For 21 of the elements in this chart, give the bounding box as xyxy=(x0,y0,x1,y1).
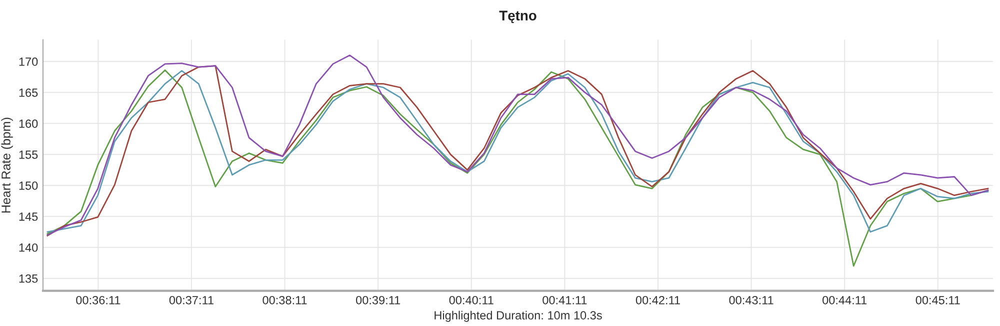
x-tick-label: 00:45:11 xyxy=(916,296,960,304)
chart-title: Tętno xyxy=(499,10,536,24)
x-tick-label: 00:37:11 xyxy=(169,296,214,304)
y-tick-label: 165 xyxy=(19,88,38,97)
y-tick-label: 145 xyxy=(19,212,38,221)
x-tick-label: 00:39:11 xyxy=(356,296,400,304)
x-tick-label: 00:40:11 xyxy=(449,296,494,304)
y-axis-title: Heart Rate (bpm) xyxy=(1,118,13,213)
x-tick-label: 00:36:11 xyxy=(76,296,120,304)
x-tick-label: 00:43:11 xyxy=(729,296,774,304)
y-tick-label: 140 xyxy=(19,243,38,252)
y-tick-label: 155 xyxy=(19,150,38,159)
x-axis-title: Highlighted Duration: 10m 10.3s xyxy=(434,310,602,322)
x-tick-label: 00:41:11 xyxy=(542,296,587,304)
y-tick-label: 150 xyxy=(19,181,38,190)
x-tick-label: 00:42:11 xyxy=(636,296,680,304)
y-tick-label: 160 xyxy=(19,119,38,128)
x-tick-label: 00:44:11 xyxy=(822,296,867,304)
y-tick-label: 170 xyxy=(19,58,38,66)
y-tick-label: 135 xyxy=(19,274,38,283)
x-tick-label: 00:38:11 xyxy=(262,296,307,304)
